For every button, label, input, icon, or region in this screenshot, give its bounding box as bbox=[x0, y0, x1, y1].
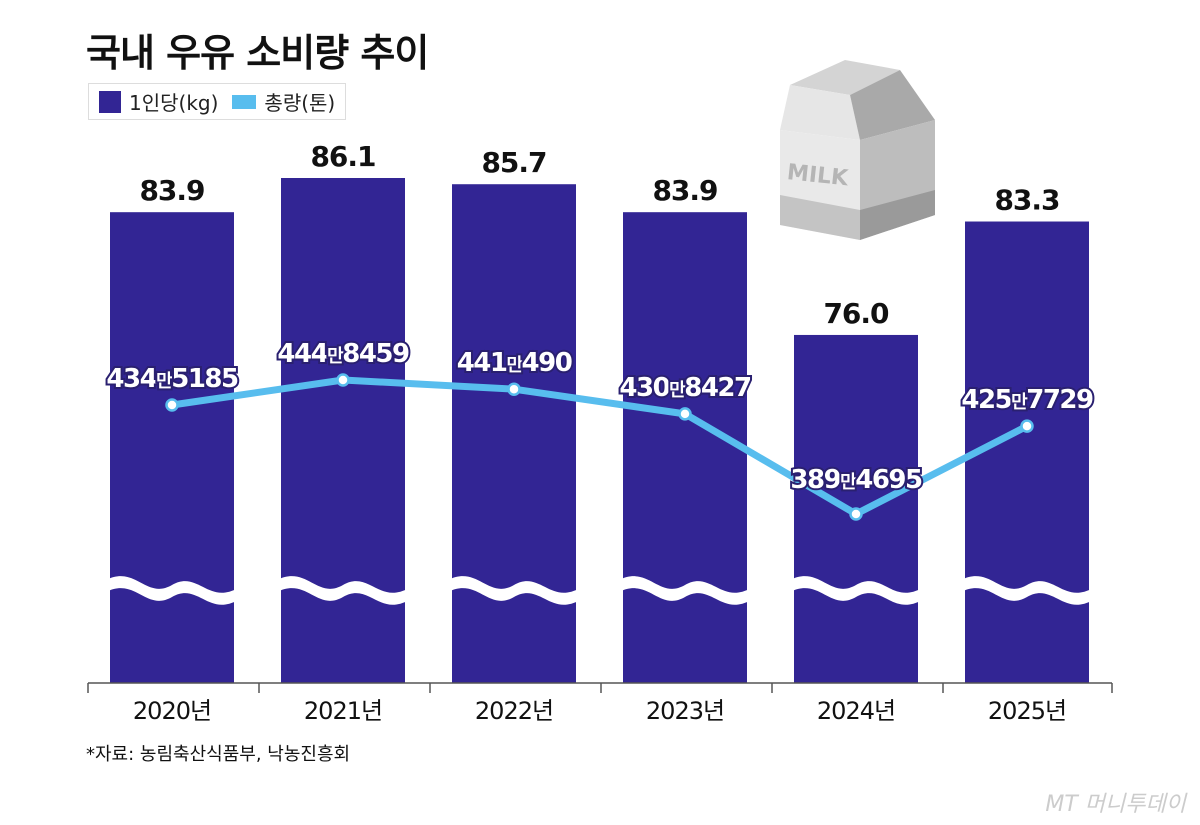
legend-label-total: 총량(톤) bbox=[264, 91, 336, 115]
total-point bbox=[1020, 419, 1034, 433]
x-tick-label: 2024년 bbox=[817, 697, 895, 725]
source-note: *자료: 농림축산식품부, 낙농진흥회 bbox=[86, 744, 351, 765]
axis-break-wave bbox=[619, 576, 751, 605]
total-line bbox=[171, 376, 1029, 518]
bar-value-label: 83.3 bbox=[994, 184, 1059, 217]
milk-carton-illustration: MILK bbox=[780, 60, 935, 240]
bar-2020년 bbox=[110, 212, 234, 684]
bar-2021년 bbox=[281, 178, 405, 683]
legend-swatch-per-capita bbox=[99, 90, 121, 113]
x-tick-label: 2025년 bbox=[988, 697, 1066, 725]
bar-2025년 bbox=[965, 221, 1089, 683]
axis-break-wave bbox=[277, 576, 409, 605]
chart-title: 국내 우유 소비량 추이 bbox=[86, 31, 429, 75]
bar-value-label: 86.1 bbox=[310, 140, 375, 173]
total-point bbox=[678, 407, 692, 421]
axis-break-wave bbox=[790, 576, 922, 605]
total-value-label: 425만7729 bbox=[961, 385, 1093, 415]
bar-value-label: 83.9 bbox=[139, 174, 204, 207]
legend: 1인당(kg) 총량(톤) bbox=[88, 83, 347, 120]
total-value-label: 430만8427 bbox=[619, 373, 751, 403]
legend-label-per-capita: 1인당(kg) bbox=[129, 91, 219, 115]
total-point bbox=[336, 373, 350, 387]
x-tick-label: 2021년 bbox=[304, 697, 382, 725]
axis-break-wave bbox=[106, 576, 238, 605]
bar-value-label: 76.0 bbox=[823, 297, 889, 330]
total-point bbox=[165, 398, 179, 412]
total-value-label: 434만5185 bbox=[106, 364, 238, 394]
legend-swatch-total bbox=[232, 94, 257, 109]
x-tick-label: 2020년 bbox=[133, 697, 211, 725]
bar-2022년 bbox=[452, 184, 576, 683]
total-point bbox=[507, 382, 521, 396]
publisher-logo: MT 머니투데이 bbox=[1045, 792, 1186, 817]
axis-break-wave bbox=[448, 576, 580, 605]
x-tick-label: 2022년 bbox=[475, 697, 553, 725]
axis-break-wave bbox=[961, 576, 1093, 605]
total-point bbox=[849, 507, 863, 521]
x-tick-label: 2023년 bbox=[646, 697, 724, 725]
bar-value-label: 85.7 bbox=[481, 146, 546, 179]
total-value-label: 441만490 bbox=[457, 348, 572, 378]
bar-2023년 bbox=[623, 212, 747, 684]
bar-value-label: 83.9 bbox=[652, 174, 717, 207]
total-value-label: 444만8459 bbox=[277, 339, 409, 369]
total-value-label: 389만4695 bbox=[790, 465, 922, 495]
